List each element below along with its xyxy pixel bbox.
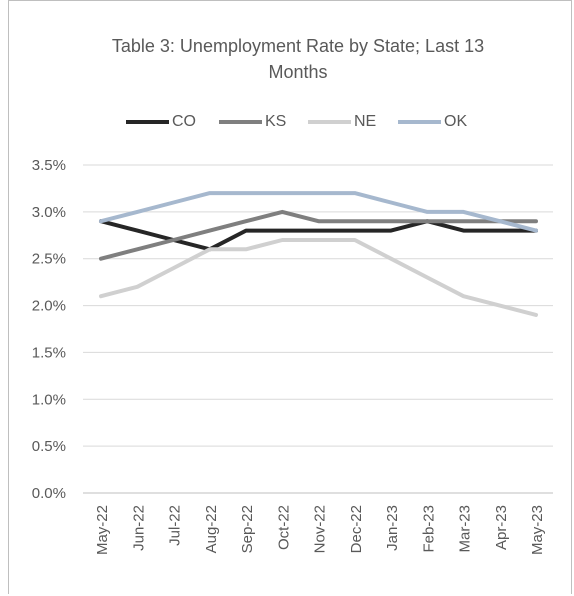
x-tick-label: Jul-22 xyxy=(167,505,184,546)
legend-swatch-ks xyxy=(219,120,262,124)
series-line-co xyxy=(99,219,538,252)
y-tick-label: 3.5% xyxy=(32,157,66,174)
x-tick-label: Aug-22 xyxy=(203,505,220,553)
x-tick-label: Jan-23 xyxy=(384,505,401,551)
x-tick-label: Sep-22 xyxy=(239,505,256,553)
x-tick-label: Jun-22 xyxy=(130,505,147,551)
y-tick-label: 0.5% xyxy=(32,438,66,455)
y-tick-label: 2.0% xyxy=(32,298,66,315)
chart-title-line-2: Months xyxy=(268,62,328,82)
chart-title: Table 3: Unemployment Rate by State; Las… xyxy=(58,33,538,85)
x-tick-label: Oct-22 xyxy=(275,505,292,550)
legend-swatch-co xyxy=(126,120,169,124)
y-tick-label: 1.0% xyxy=(32,391,66,408)
chart-title-line-1: Table 3: Unemployment Rate by State; Las… xyxy=(111,36,485,56)
legend-item-ok: OK xyxy=(398,111,467,133)
legend-label-ks: KS xyxy=(265,113,287,130)
series-line-ks xyxy=(99,209,538,261)
x-tick-label: Nov-22 xyxy=(312,505,329,553)
x-tick-label: Dec-22 xyxy=(348,505,365,553)
legend-swatch-ok xyxy=(398,120,441,124)
series-line-ok xyxy=(99,191,538,233)
x-tick-label: May-23 xyxy=(529,505,546,555)
legend-label-co: CO xyxy=(172,113,196,130)
chart-legend: CO KS NE OK xyxy=(0,111,574,133)
x-tick-label: Mar-23 xyxy=(457,505,474,553)
y-tick-label: 3.0% xyxy=(32,204,66,221)
y-tick-label: 2.5% xyxy=(32,251,66,268)
x-axis-tick-labels: May-22 Jun-22 Jul-22 Aug-22 Sep-22 Oct-22 Nov-… xyxy=(94,505,546,555)
y-tick-label: 0.0% xyxy=(32,485,66,502)
legend-swatch-ne xyxy=(308,120,351,124)
legend-item-ne: NE xyxy=(308,111,376,133)
legend-item-co: CO xyxy=(126,111,196,133)
series-lines xyxy=(99,191,538,317)
gridlines xyxy=(83,164,553,494)
legend-label-ne: NE xyxy=(354,113,377,130)
x-tick-label: Feb-23 xyxy=(420,505,437,553)
legend-label-ok: OK xyxy=(444,113,468,130)
legend-item-ks: KS xyxy=(219,111,286,133)
x-tick-label: Apr-23 xyxy=(493,505,510,550)
y-tick-label: 1.5% xyxy=(32,344,66,361)
x-tick-label: May-22 xyxy=(94,505,111,555)
y-axis-tick-labels: 0.0% 0.5% 1.0% 1.5% 2.0% 2.5% 3.0% 3.5% xyxy=(32,157,66,502)
series-line-ne xyxy=(99,238,538,317)
